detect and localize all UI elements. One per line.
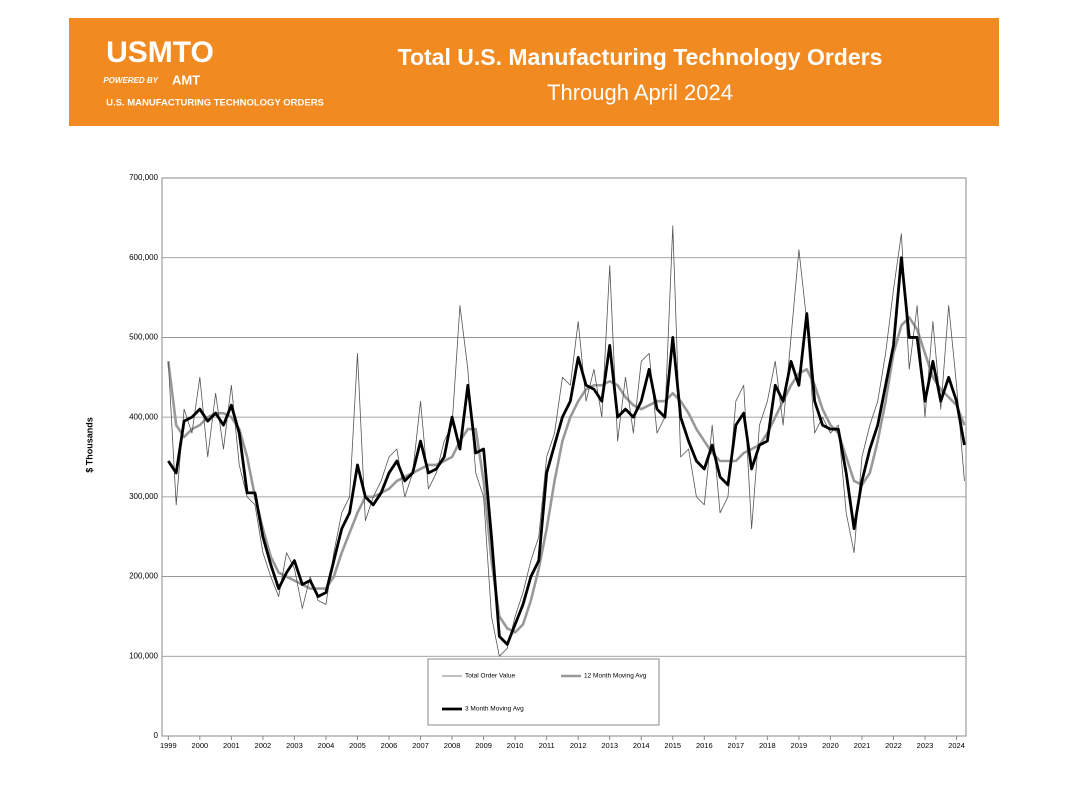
series-line	[167, 256, 966, 646]
x-tick-label: 2020	[822, 741, 839, 750]
x-tick-label: 2002	[255, 741, 272, 750]
x-tick-label: 2022	[885, 741, 902, 750]
x-tick-label: 2007	[412, 741, 429, 750]
x-tick-label: 2004	[318, 741, 335, 750]
x-tick-label: 2015	[664, 741, 681, 750]
x-tick-label: 2012	[570, 741, 587, 750]
y-tick-label: 0	[154, 731, 159, 740]
x-tick-label: 2011	[539, 741, 555, 750]
y-tick-label: 100,000	[129, 651, 158, 660]
x-tick-label: 2010	[507, 741, 524, 750]
y-tick-label: 700,000	[129, 173, 158, 182]
x-tick-label: 2023	[917, 741, 934, 750]
powered-by: POWERED BY	[103, 76, 158, 85]
y-tick-label: 500,000	[129, 333, 158, 342]
x-tick-label: 2013	[601, 741, 618, 750]
x-tick-label: 2019	[791, 741, 808, 750]
chart-subtitle: Through April 2024	[547, 80, 733, 105]
chart-title: Total U.S. Manufacturing Technology Orde…	[398, 44, 883, 70]
x-tick-label: 2009	[475, 741, 492, 750]
x-tick-label: 1999	[160, 741, 177, 750]
x-tick-label: 2001	[223, 741, 240, 750]
x-tick-label: 2005	[349, 741, 366, 750]
x-tick-label: 2008	[444, 741, 461, 750]
tagline: U.S. MANUFACTURING TECHNOLOGY ORDERS	[106, 98, 324, 109]
logo: USMTO	[106, 36, 214, 69]
y-tick-label: 600,000	[129, 253, 158, 262]
legend-label: Total Order Value	[465, 673, 515, 680]
x-tick-label: 2003	[286, 741, 303, 750]
brand: AMT	[172, 72, 200, 87]
banner	[69, 18, 999, 126]
series-line	[167, 225, 965, 657]
x-tick-label: 2006	[381, 741, 398, 750]
x-tick-label: 2000	[191, 741, 208, 750]
legend	[427, 658, 660, 726]
legend-label: 12 Month Moving Avg	[584, 673, 647, 680]
x-tick-label: 2016	[696, 741, 713, 750]
x-tick-label: 2018	[759, 741, 776, 750]
legend-label: 3 Month Moving Avg	[465, 706, 524, 713]
x-tick-label: 2021	[854, 741, 871, 750]
y-axis-label: $ Thousands	[84, 417, 94, 473]
y-tick-label: 300,000	[129, 492, 158, 501]
series-line	[167, 316, 966, 634]
x-tick-label: 2014	[633, 741, 650, 750]
y-tick-label: 400,000	[129, 412, 158, 421]
y-tick-label: 200,000	[129, 572, 158, 581]
x-tick-label: 2024	[948, 741, 965, 750]
x-tick-label: 2017	[727, 741, 744, 750]
